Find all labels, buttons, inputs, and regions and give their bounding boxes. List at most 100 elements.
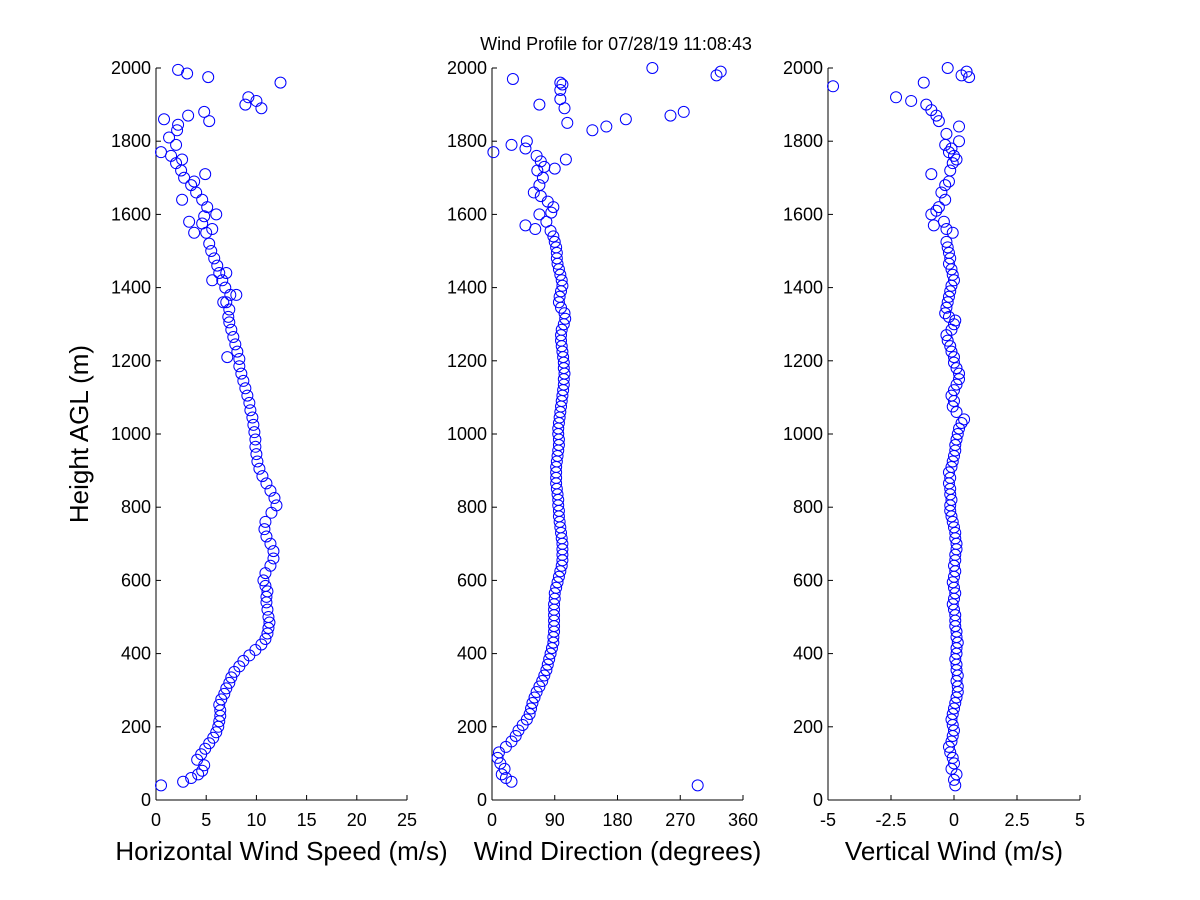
data-point: [208, 252, 221, 265]
data-point: [942, 310, 955, 323]
data-point: [533, 680, 546, 693]
y-tick-label: 1400: [783, 278, 823, 298]
data-point: [948, 351, 960, 364]
data-point: [227, 331, 240, 344]
data-point: [220, 682, 233, 695]
data-point: [216, 274, 229, 287]
data-point: [264, 559, 277, 572]
data-point: [941, 334, 954, 347]
data-point: [267, 545, 280, 558]
data-point: [196, 764, 209, 777]
y-tick-label: 1400: [111, 278, 151, 298]
data-point: [940, 301, 953, 314]
x-tick-label: 20: [347, 810, 367, 830]
data-point: [586, 124, 599, 137]
data-point: [950, 362, 963, 375]
data-point: [559, 153, 572, 166]
data-point: [219, 281, 232, 294]
data-point: [942, 146, 955, 159]
data-point: [223, 303, 236, 316]
x-tick-label: 2.5: [1004, 810, 1029, 830]
data-point: [533, 179, 546, 192]
y-tick-label: 1200: [783, 351, 823, 371]
data-point: [552, 570, 565, 583]
data-point: [233, 360, 246, 373]
x-tick-label: 90: [545, 810, 565, 830]
data-point: [249, 440, 262, 453]
data-point: [932, 115, 945, 128]
data-point: [941, 62, 954, 74]
data-point: [188, 226, 201, 239]
data-point: [555, 329, 568, 342]
data-point: [536, 675, 549, 688]
data-point: [155, 779, 168, 792]
data-point: [945, 735, 958, 748]
data-point: [939, 307, 952, 320]
y-tick-label: 1200: [447, 351, 487, 371]
data-point: [215, 693, 228, 706]
data-point: [196, 217, 209, 230]
data-point: [953, 373, 966, 386]
y-tick-label: 400: [121, 644, 151, 664]
data-point: [172, 118, 185, 131]
data-point: [948, 757, 960, 770]
data-point: [528, 691, 541, 704]
data-point: [218, 687, 231, 700]
data-point: [529, 223, 542, 236]
y-tick-label: 800: [793, 497, 823, 517]
data-point: [559, 312, 572, 325]
data-point: [267, 552, 280, 565]
data-point: [525, 702, 538, 715]
data-point: [946, 751, 959, 764]
data-point: [533, 208, 546, 221]
data-point: [948, 274, 960, 287]
data-point: [155, 146, 168, 159]
data-point: [941, 296, 954, 309]
data-point: [950, 153, 963, 166]
x-tick-label: 0: [487, 810, 497, 830]
data-point: [946, 598, 959, 611]
data-point: [526, 697, 539, 710]
data-point: [207, 731, 220, 744]
data-point: [203, 115, 216, 128]
data-point: [946, 157, 959, 170]
data-point: [646, 62, 659, 74]
data-point: [963, 71, 976, 84]
data-point: [246, 411, 259, 424]
y-tick-label: 800: [121, 497, 151, 517]
data-point: [547, 230, 560, 243]
data-point: [270, 499, 283, 512]
data-point: [170, 138, 183, 151]
subplot-1: 0 200 400 600 800 1000 1200 1400 1600 1800 2000 0 5 1…: [64, 58, 448, 866]
y-tick-label: 600: [793, 570, 823, 590]
data-point: [544, 647, 557, 660]
data-point: [949, 314, 962, 327]
data-point: [905, 94, 918, 107]
x-axis-title: Horizontal Wind Speed (m/s): [115, 836, 447, 866]
data-point: [941, 241, 954, 254]
y-tick-label: 1200: [111, 351, 151, 371]
data-point: [235, 367, 248, 380]
data-point: [942, 290, 955, 303]
data-point: [953, 120, 966, 133]
x-tick-label: 10: [246, 810, 266, 830]
data-point: [538, 669, 551, 682]
data-point: [260, 477, 273, 490]
x-tick-label: 360: [728, 810, 758, 830]
data-point: [237, 374, 250, 387]
data-point: [491, 751, 504, 764]
data-point: [172, 63, 185, 76]
y-tick-label: 1800: [111, 131, 151, 151]
data-point: [553, 290, 566, 303]
data-point: [550, 241, 563, 254]
data-point: [249, 433, 262, 446]
data-point: [540, 215, 553, 228]
data-point: [220, 266, 233, 279]
x-tick-label: 15: [297, 810, 317, 830]
data-point: [185, 179, 198, 192]
data-point: [231, 345, 244, 358]
data-point: [222, 310, 235, 323]
y-tick-label: 200: [121, 717, 151, 737]
data-point: [555, 323, 568, 336]
